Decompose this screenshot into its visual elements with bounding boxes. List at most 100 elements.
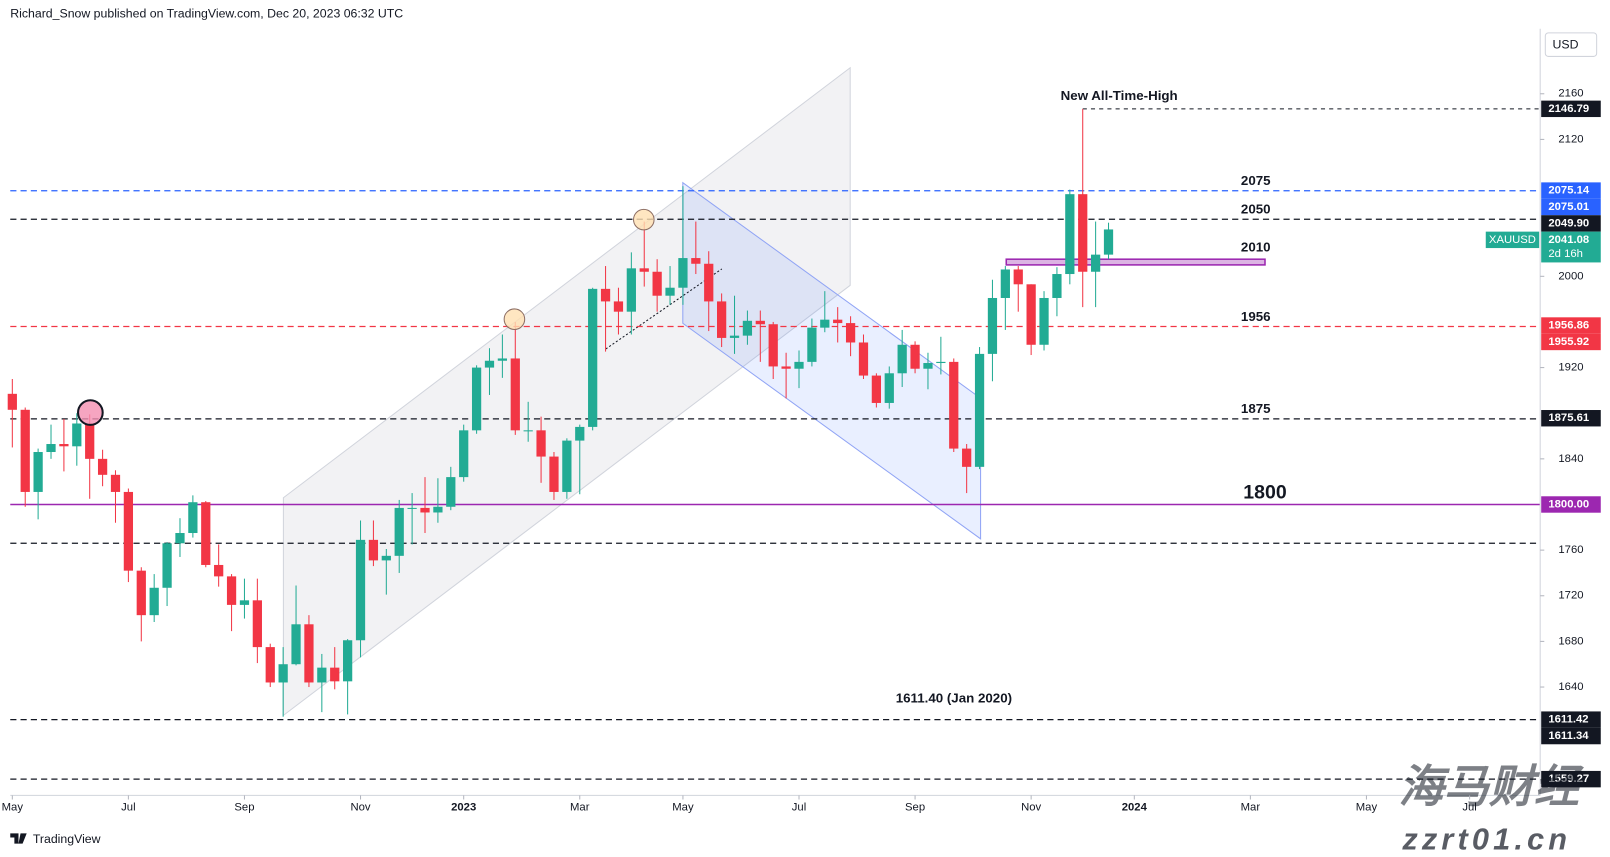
candle-body: [613, 301, 624, 312]
candle-body: [226, 576, 237, 605]
candle-body: [446, 477, 456, 507]
y-tick-label: 2120: [1558, 133, 1583, 145]
x-tick-label: Nov: [350, 802, 370, 814]
candle-body: [781, 366, 791, 369]
price-tag: [1541, 496, 1601, 513]
candle-body: [291, 624, 301, 665]
candle-body: [433, 506, 443, 513]
candle-body: [678, 258, 688, 288]
price-tag: [1541, 100, 1601, 118]
candle-body: [1065, 194, 1075, 275]
footer: TradingView: [33, 832, 101, 846]
last-price: 2041.08: [1548, 234, 1589, 246]
price-tag-label: 2075.14: [1548, 185, 1590, 197]
marker-circle: [503, 308, 526, 330]
candle-body: [742, 320, 753, 336]
x-tick-label: 2024: [1122, 802, 1148, 814]
candle-body: [343, 640, 353, 682]
candle-body: [833, 319, 843, 324]
x-tick-label: Jul: [792, 802, 806, 814]
candle-body: [820, 319, 830, 328]
candle-body: [794, 361, 804, 369]
price-tag: [1541, 333, 1601, 351]
candle-body: [239, 600, 250, 605]
candle-body: [549, 456, 559, 492]
candle-body: [691, 258, 701, 264]
candle-body: [536, 430, 546, 457]
candle-body: [214, 564, 224, 577]
x-tick-label: May: [1356, 802, 1378, 814]
x-tick-label: Sep: [905, 802, 925, 814]
candle-body: [97, 458, 108, 475]
candle-body: [59, 444, 69, 447]
candle-body: [20, 409, 30, 492]
candle-body: [704, 263, 714, 302]
candle-body: [72, 423, 82, 447]
price-tag-label: 2049.90: [1548, 217, 1589, 229]
candle-body: [575, 426, 585, 441]
currency: USD: [1553, 37, 1579, 51]
currency-box[interactable]: [1544, 32, 1598, 57]
x-tick-label: May: [672, 802, 694, 814]
candle-body: [33, 452, 43, 492]
candle-body: [394, 507, 404, 556]
price-tag: [1541, 182, 1601, 199]
candle-body: [717, 301, 727, 338]
candle-body: [1078, 194, 1088, 272]
candle-body: [974, 353, 985, 467]
x-tick-label: Nov: [1021, 802, 1041, 814]
price-tag: [1541, 727, 1601, 745]
price-tag: [1541, 317, 1601, 334]
level-label: 2050: [1241, 202, 1271, 217]
header: Richard_Snow published on TradingView.co…: [10, 7, 403, 21]
candle-body: [987, 297, 998, 354]
candle-body: [768, 324, 778, 367]
candle-body: [949, 361, 959, 449]
candle-body: [188, 502, 198, 534]
last-price-tag: [1541, 231, 1601, 263]
y-tick-label: 1840: [1558, 453, 1583, 465]
price-tag-label: 1955.92: [1548, 336, 1589, 348]
candle-body: [278, 664, 288, 683]
candle-body: [175, 533, 185, 544]
candle-body: [471, 367, 482, 431]
price-tag-label: 1875.61: [1548, 412, 1589, 424]
candle-body: [497, 358, 508, 361]
plot-area: 2075 2050 2010 1956 1875 1800 1611.40 (Jan 202…: [7, 88, 1541, 780]
candle-body: [639, 268, 649, 272]
candle-body: [858, 342, 869, 376]
trend-line: [605, 268, 723, 350]
countdown: 2d 16h: [1548, 248, 1583, 260]
candle-body: [123, 491, 134, 571]
candle-body: [149, 587, 159, 616]
y-tick-label: 2160: [1558, 88, 1583, 100]
candle-body: [588, 288, 598, 427]
level-label: 1611.40 (Jan 2020): [896, 691, 1012, 706]
price-tag-label: 2075.01: [1548, 201, 1589, 213]
y-tick-label: 1920: [1558, 362, 1583, 374]
marker-circle: [77, 399, 104, 426]
candle-body: [420, 507, 430, 513]
candle-body: [962, 448, 972, 467]
price-tag: [1541, 198, 1601, 216]
candle-body: [110, 474, 121, 492]
candle-body: [562, 440, 572, 492]
price-axis: 2160 2120 2000 1920 1840 1760 1720 1680 1640 2146…: [1485, 88, 1601, 788]
candle-body: [1091, 254, 1101, 272]
candle-body: [317, 667, 327, 683]
price-tag-label: 1956.86: [1548, 320, 1589, 332]
level-label: 2010: [1241, 239, 1271, 254]
candle-body: [201, 502, 211, 565]
price-tag-label: 2146.79: [1548, 103, 1589, 115]
candle-body: [1026, 284, 1036, 345]
level-label: 1956: [1241, 309, 1271, 324]
candle-body: [807, 327, 817, 362]
candle-body: [1013, 269, 1023, 285]
zone: [1005, 258, 1266, 266]
y-tick-label: 2000: [1558, 270, 1583, 282]
candle-body: [46, 444, 56, 453]
x-tick-label: Jul: [121, 802, 135, 814]
